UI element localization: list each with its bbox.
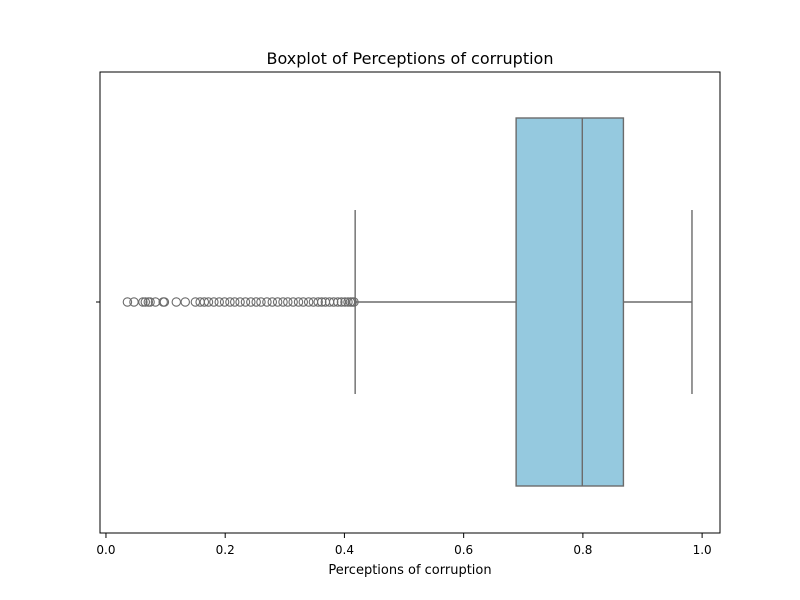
outlier-point (180, 297, 191, 307)
x-tick-label: 0.0 (96, 543, 115, 557)
outlier-point (190, 297, 201, 307)
outlier-point (288, 297, 298, 307)
x-tick-label: 0.4 (335, 543, 354, 557)
outlier-point (140, 297, 151, 307)
outlier-point (333, 297, 343, 307)
outlier-point (203, 297, 214, 307)
outlier-point (298, 297, 309, 307)
outlier-point (171, 297, 182, 307)
outlier-point (313, 297, 323, 307)
x-tick-label: 0.8 (573, 543, 592, 557)
outlier-point (246, 297, 256, 307)
x-axis-label: Perceptions of corruption (328, 563, 491, 578)
outlier-point (219, 297, 230, 307)
outlier-point (138, 297, 148, 307)
outlier-point (251, 297, 261, 307)
outlier-point (278, 297, 288, 307)
chart-title: Boxplot of Perceptions of corruption (267, 49, 554, 68)
outlier-point (272, 297, 283, 307)
plot-area (122, 117, 693, 487)
x-tick-label: 1.0 (693, 543, 712, 557)
outlier-point (159, 297, 170, 307)
outlier-point (256, 297, 266, 307)
x-tick-label: 0.6 (454, 543, 473, 557)
outlier-point (349, 297, 359, 307)
x-tick-label: 0.2 (216, 543, 235, 557)
outlier-point (267, 297, 278, 307)
outlier-point (145, 297, 155, 307)
outlier-point (293, 297, 304, 307)
outlier-point (122, 297, 133, 307)
outlier-point (214, 297, 224, 307)
x-axis: 0.0 0.2 0.4 0.6 0.8 1.0 (96, 533, 712, 557)
outlier-point (262, 297, 272, 307)
outlier-point (328, 297, 339, 307)
outlier-point (283, 297, 293, 307)
outlier-point (209, 297, 219, 307)
outlier-point (308, 297, 319, 307)
outlier-point (199, 297, 210, 307)
outlier-point (317, 297, 327, 307)
outlier-point (235, 297, 245, 307)
outlier-point (225, 297, 235, 307)
outlier-point (303, 297, 314, 307)
outlier-point (240, 297, 251, 307)
outlier-point (129, 297, 139, 307)
outlier-point (229, 297, 240, 307)
outlier-point (343, 297, 353, 307)
iqr-box (515, 117, 625, 487)
